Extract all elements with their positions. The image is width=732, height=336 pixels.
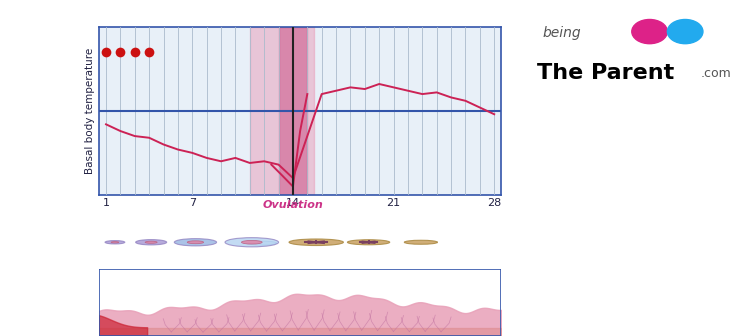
Ellipse shape bbox=[246, 241, 277, 245]
Ellipse shape bbox=[174, 239, 217, 246]
Ellipse shape bbox=[135, 240, 167, 245]
Text: being: being bbox=[543, 26, 581, 40]
Circle shape bbox=[632, 19, 668, 44]
Ellipse shape bbox=[111, 242, 119, 243]
Ellipse shape bbox=[404, 240, 438, 244]
Ellipse shape bbox=[289, 239, 343, 246]
Circle shape bbox=[668, 19, 703, 44]
Ellipse shape bbox=[348, 240, 389, 245]
Ellipse shape bbox=[145, 241, 157, 243]
Ellipse shape bbox=[225, 238, 279, 247]
Bar bbox=[279, 27, 307, 195]
Text: The Parent: The Parent bbox=[537, 63, 674, 83]
Y-axis label: Basal body temperature: Basal body temperature bbox=[85, 48, 94, 174]
Ellipse shape bbox=[187, 241, 203, 244]
Text: .com: .com bbox=[701, 67, 732, 80]
Bar bbox=[250, 27, 315, 195]
Text: Ovulation: Ovulation bbox=[263, 200, 324, 210]
Ellipse shape bbox=[242, 241, 262, 244]
Ellipse shape bbox=[105, 241, 124, 244]
